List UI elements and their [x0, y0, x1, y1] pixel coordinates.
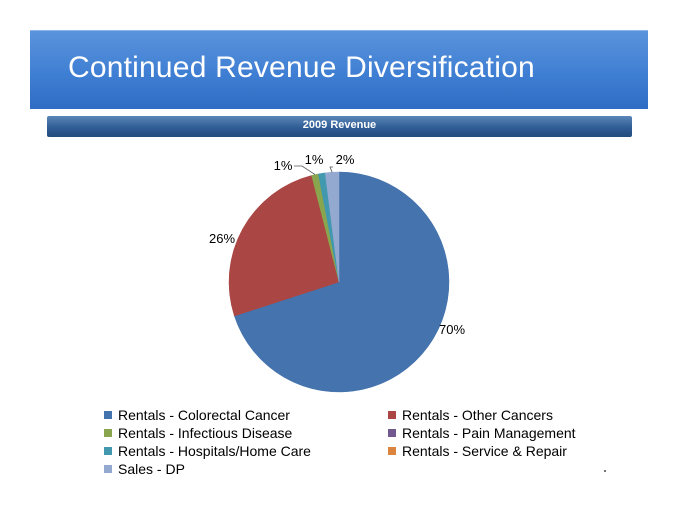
leader-line — [329, 166, 333, 173]
pie-slice-rentals-other-cancers — [228, 175, 340, 317]
pie-slices — [228, 171, 450, 393]
leader-lines — [294, 165, 333, 175]
percent-labels: 70% 26% 1% 1% 2% — [209, 152, 465, 337]
legend-label: Rentals - Pain Management — [402, 424, 576, 441]
percent-label: 1% — [274, 158, 293, 173]
percent-label: 2% — [336, 152, 355, 167]
slide-title: Continued Revenue Diversification — [68, 51, 535, 84]
chart-legend: Rentals - Colorectal Cancer Rentals - Oth… — [104, 406, 604, 477]
legend-item: Rentals - Colorectal Cancer — [104, 406, 388, 423]
pie-slice-sales-dp — [324, 171, 340, 283]
legend-swatch — [388, 428, 396, 437]
legend-swatch — [104, 464, 112, 473]
footer-dot — [604, 470, 606, 472]
legend-item: Sales - DP — [104, 460, 388, 477]
leader-line — [294, 165, 316, 175]
legend-item: Rentals - Hospitals/Home Care — [104, 442, 388, 459]
percent-label: 26% — [209, 231, 235, 246]
legend-item: Rentals - Other Cancers — [388, 406, 604, 423]
legend-label: Rentals - Colorectal Cancer — [118, 406, 290, 423]
legend-label: Rentals - Hospitals/Home Care — [118, 442, 311, 459]
pie-slice-rentals-colorectal-cancer — [234, 171, 450, 393]
legend-item: Rentals - Infectious Disease — [104, 424, 388, 441]
legend-swatch — [104, 410, 112, 419]
legend-label: Rentals - Service & Repair — [402, 442, 567, 459]
legend-label: Rentals - Other Cancers — [402, 406, 553, 423]
title-band: Continued Revenue Diversification — [30, 30, 648, 109]
legend-swatch — [388, 410, 396, 419]
subtitle-band: 2009 Revenue — [47, 116, 632, 137]
percent-label: 1% — [305, 152, 324, 167]
legend-label: Sales - DP — [118, 460, 185, 477]
legend-item: Rentals - Service & Repair — [388, 442, 604, 459]
legend-swatch — [104, 428, 112, 437]
percent-label: 70% — [439, 322, 465, 337]
legend-swatch — [388, 446, 396, 455]
chart-subtitle: 2009 Revenue — [302, 119, 377, 131]
legend-label: Rentals - Infectious Disease — [118, 424, 293, 441]
legend-swatch — [104, 446, 112, 455]
legend-item: Rentals - Pain Management — [388, 424, 604, 441]
